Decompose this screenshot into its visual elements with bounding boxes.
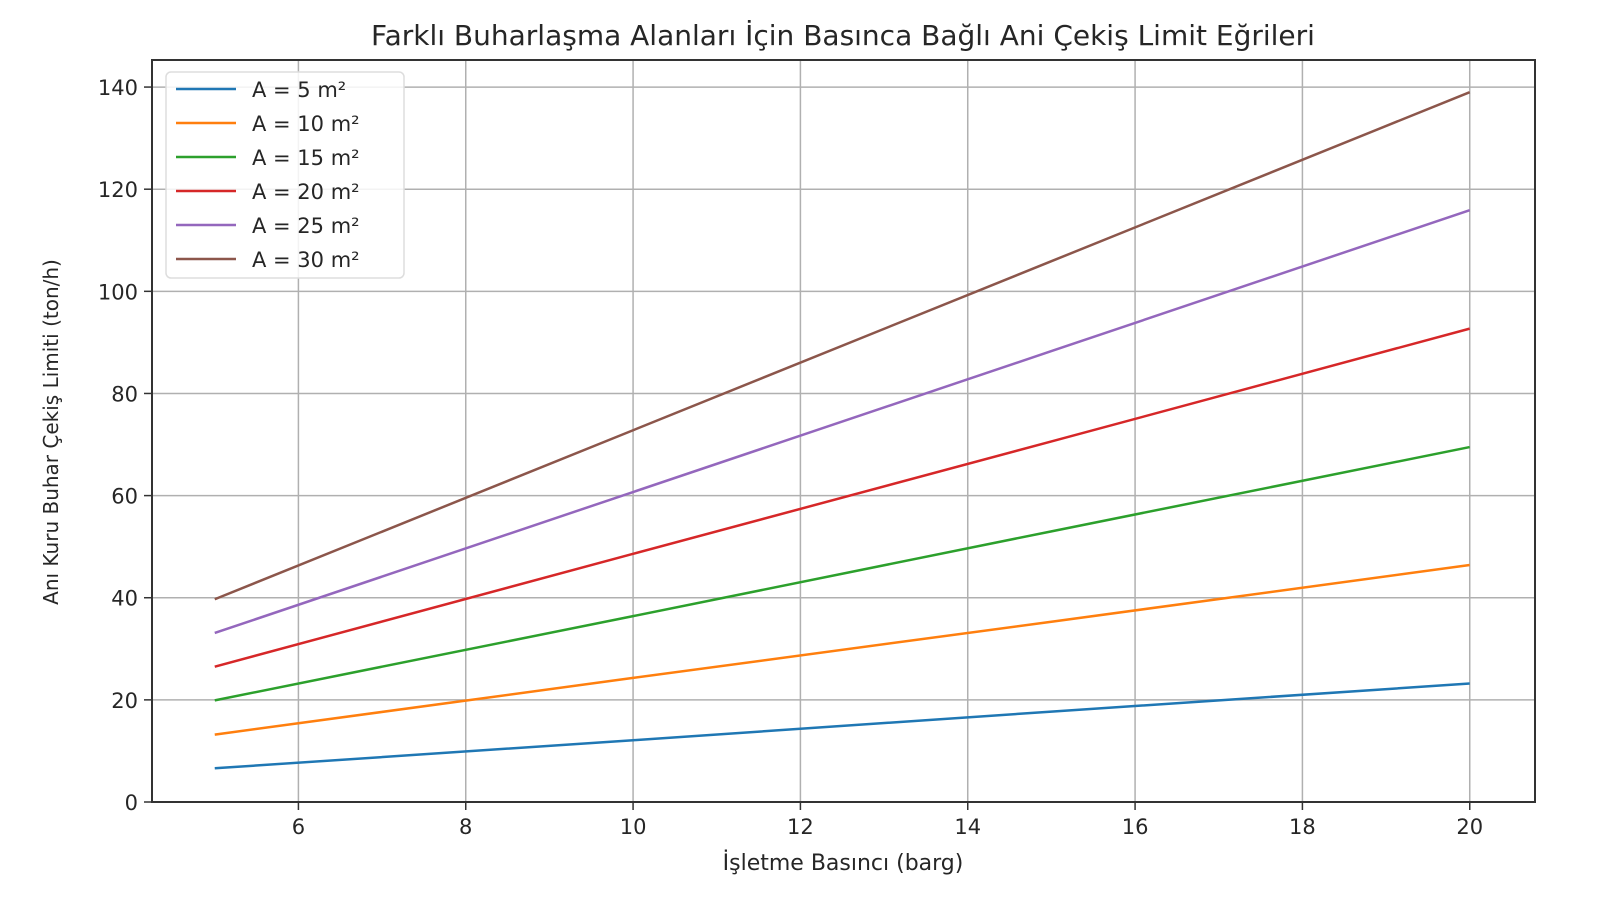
y-tick-label: 0	[125, 791, 138, 815]
chart-title: Farklı Buharlaşma Alanları İçin Basınca …	[371, 19, 1315, 52]
legend-label: A = 30 m²	[252, 248, 360, 272]
x-tick-label: 8	[459, 815, 472, 839]
x-tick-label: 10	[620, 815, 647, 839]
y-tick-label: 100	[98, 280, 138, 304]
legend-label: A = 25 m²	[252, 214, 360, 238]
series-line-4	[214, 327, 1471, 668]
legend-label: A = 5 m²	[252, 78, 346, 102]
x-axis-label: İşletme Basıncı (barg)	[723, 850, 964, 876]
legend-label: A = 10 m²	[252, 112, 360, 136]
y-tick-label: 20	[111, 689, 138, 713]
y-tick-label: 80	[111, 382, 138, 406]
series-line-2	[214, 563, 1470, 736]
legend-label: A = 20 m²	[252, 180, 360, 204]
y-tick-label: 120	[98, 178, 138, 202]
series-line-5	[214, 208, 1471, 635]
y-tick-label: 60	[111, 485, 138, 509]
plot-area-frame	[151, 59, 1536, 803]
x-tick-label: 12	[787, 815, 814, 839]
x-tick-label: 18	[1289, 815, 1316, 839]
legend-label: A = 15 m²	[252, 146, 360, 170]
y-axis-label: Anı Kuru Buhar Çekiş Limiti (ton/h)	[39, 259, 63, 605]
x-tick-label: 16	[1122, 815, 1149, 839]
series-line-6	[214, 91, 1471, 601]
y-tick-label: 40	[111, 587, 138, 611]
series-line-3	[214, 445, 1470, 702]
legend: A = 5 m² A = 10 m² A = 15 m² A = 20 m² A = 2…	[165, 71, 405, 279]
x-tick-label: 20	[1456, 815, 1483, 839]
series-line-1	[214, 682, 1470, 770]
x-tick-label: 6	[292, 815, 305, 839]
y-tick-label: 140	[98, 76, 138, 100]
x-tick-label: 14	[954, 815, 981, 839]
